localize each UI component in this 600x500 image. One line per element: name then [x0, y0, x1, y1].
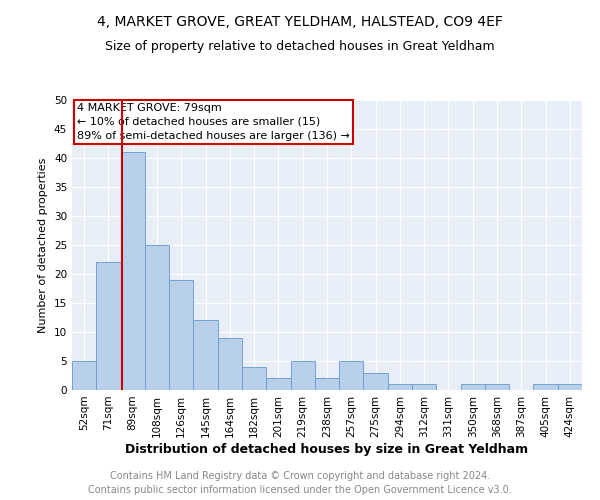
Text: 4 MARKET GROVE: 79sqm
← 10% of detached houses are smaller (15)
89% of semi-deta: 4 MARKET GROVE: 79sqm ← 10% of detached …	[77, 103, 350, 141]
Bar	[461, 384, 485, 390]
Text: 4, MARKET GROVE, GREAT YELDHAM, HALSTEAD, CO9 4EF: 4, MARKET GROVE, GREAT YELDHAM, HALSTEAD…	[97, 15, 503, 29]
Bar	[193, 320, 218, 390]
Bar	[218, 338, 242, 390]
Bar	[533, 384, 558, 390]
Bar	[315, 378, 339, 390]
Bar	[339, 361, 364, 390]
X-axis label: Distribution of detached houses by size in Great Yeldham: Distribution of detached houses by size …	[125, 442, 529, 456]
Y-axis label: Number of detached properties: Number of detached properties	[38, 158, 49, 332]
Bar	[72, 361, 96, 390]
Bar	[412, 384, 436, 390]
Bar	[121, 152, 145, 390]
Bar	[145, 245, 169, 390]
Bar	[558, 384, 582, 390]
Bar	[388, 384, 412, 390]
Bar	[169, 280, 193, 390]
Text: Contains HM Land Registry data © Crown copyright and database right 2024.
Contai: Contains HM Land Registry data © Crown c…	[88, 471, 512, 495]
Bar	[364, 372, 388, 390]
Bar	[290, 361, 315, 390]
Bar	[266, 378, 290, 390]
Bar	[96, 262, 121, 390]
Bar	[242, 367, 266, 390]
Text: Size of property relative to detached houses in Great Yeldham: Size of property relative to detached ho…	[105, 40, 495, 53]
Bar	[485, 384, 509, 390]
